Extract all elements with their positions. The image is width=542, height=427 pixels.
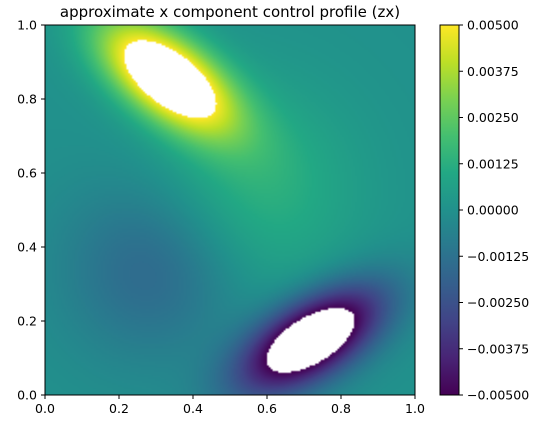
y-axis: 0.0 0.2 0.4 0.6 0.8 1.0 [17, 18, 45, 403]
colorbar-tick-label: −0.00250 [467, 295, 529, 310]
x-tick-label: 0.4 [183, 401, 203, 416]
y-tick-label: 0.2 [17, 314, 37, 329]
colorbar-ticks: 0.00500 0.00375 0.00250 0.00125 0.00000 −0.00… [459, 18, 529, 403]
x-tick-label: 0.0 [35, 401, 55, 416]
colorbar: 0.00500 0.00375 0.00250 0.00125 0.00000 −0.00… [439, 18, 529, 403]
y-tick-label: 0.6 [17, 166, 37, 181]
colorbar-tick-label: −0.00500 [467, 388, 529, 403]
colorbar-tick-label: 0.00000 [467, 203, 519, 218]
y-tick-label: 0.4 [17, 240, 37, 255]
x-tick-label: 0.8 [331, 401, 351, 416]
plot-area [45, 25, 415, 395]
y-tick-label: 1.0 [17, 18, 37, 33]
colorbar-tick-label: 0.00500 [467, 18, 519, 33]
x-axis: 0.0 0.2 0.4 0.6 0.8 1.0 [35, 395, 425, 416]
plot-frame [44, 24, 416, 396]
colorbar-tick-label: 0.00375 [467, 64, 519, 79]
x-tick-label: 0.6 [257, 401, 277, 416]
heatmap-image [45, 25, 415, 395]
colorbar-tick-label: 0.00250 [467, 110, 519, 125]
x-tick-label: 0.2 [109, 401, 129, 416]
chart-title: approximate x component control profile … [60, 3, 400, 21]
colorbar-tick-label: 0.00125 [467, 156, 519, 171]
x-tick-label: 1.0 [405, 401, 425, 416]
y-tick-label: 0.0 [17, 388, 37, 403]
colorbar-tick-label: −0.00375 [467, 341, 529, 356]
colorbar-tick-label: −0.00125 [467, 249, 529, 264]
colorbar-gradient [439, 24, 460, 396]
y-tick-label: 0.8 [17, 92, 37, 107]
